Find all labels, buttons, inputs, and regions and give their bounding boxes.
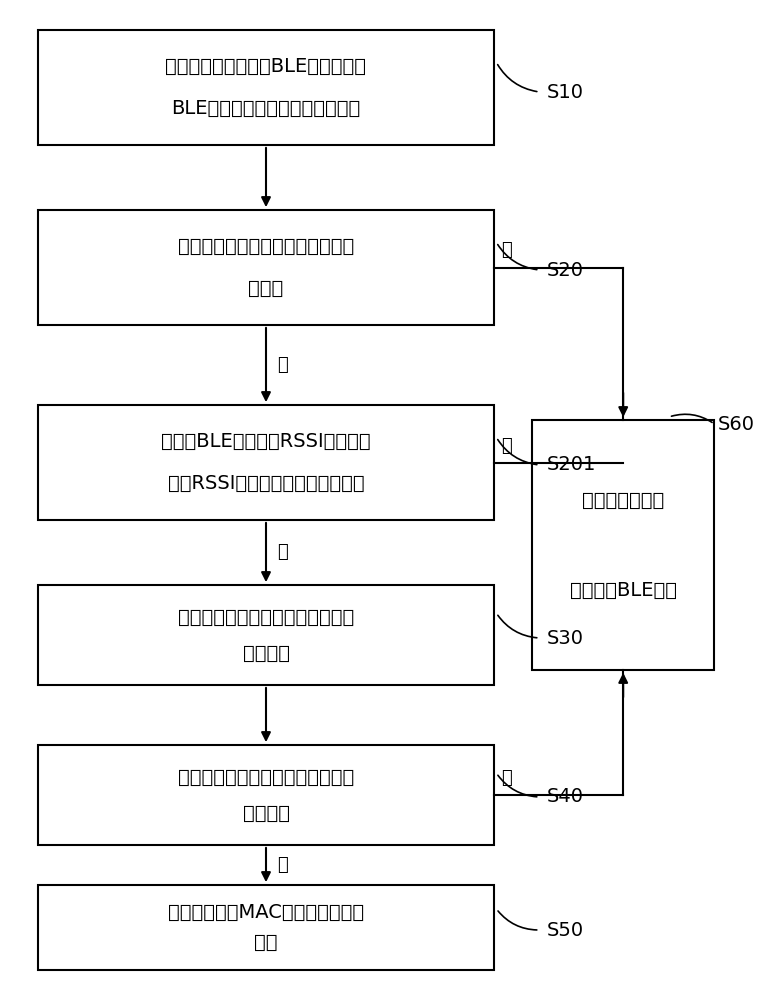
Text: 是: 是 [277, 356, 288, 374]
Text: 是: 是 [502, 436, 512, 454]
Text: 否: 否 [502, 769, 512, 787]
Text: 所述RSSI值是否大于第一预设阈值: 所述RSSI值是否大于第一预设阈值 [168, 474, 364, 493]
Text: BLE广播包含明文信息和加密信息: BLE广播包含明文信息和加密信息 [171, 99, 361, 118]
Text: 解密信息: 解密信息 [242, 644, 290, 662]
Text: S201: S201 [547, 456, 597, 475]
Bar [38, 885, 494, 970]
Text: S20: S20 [547, 260, 584, 279]
Bar [38, 405, 494, 520]
Text: 接收周围从机发送的BLE广播，所述: 接收周围从机发送的BLE广播，所述 [166, 57, 366, 76]
Text: 判断所述明文信息与本主机信息是: 判断所述明文信息与本主机信息是 [178, 237, 354, 256]
Text: 根据经典蓝牙MAC地址与所述从机: 根据经典蓝牙MAC地址与所述从机 [168, 903, 364, 922]
Text: 是: 是 [277, 856, 288, 874]
Bar [38, 585, 494, 685]
Text: 从所述BLE广播读取RSSI值，判断: 从所述BLE广播读取RSSI值，判断 [161, 432, 371, 451]
Bar [532, 420, 714, 670]
Text: 否匹配: 否匹配 [249, 279, 283, 298]
Text: 是否匹配: 是否匹配 [242, 804, 290, 822]
Text: 机发送的BLE广播: 机发送的BLE广播 [570, 580, 676, 599]
Text: 否: 否 [277, 544, 288, 562]
Bar [38, 30, 494, 145]
Text: 否: 否 [502, 241, 512, 259]
Text: S30: S30 [547, 629, 584, 648]
Text: 配对: 配对 [255, 933, 277, 952]
Text: S40: S40 [547, 788, 584, 806]
Text: S10: S10 [547, 83, 584, 102]
Text: 重新接收周围从: 重新接收周围从 [582, 490, 664, 510]
Text: 通过公钥解密所述加密信息，得到: 通过公钥解密所述加密信息，得到 [178, 607, 354, 626]
Text: 判断所述解密信息与所述明文信息: 判断所述解密信息与所述明文信息 [178, 768, 354, 786]
Bar [38, 745, 494, 845]
Text: S60: S60 [718, 414, 755, 434]
Text: S50: S50 [547, 920, 584, 940]
Bar [38, 210, 494, 325]
